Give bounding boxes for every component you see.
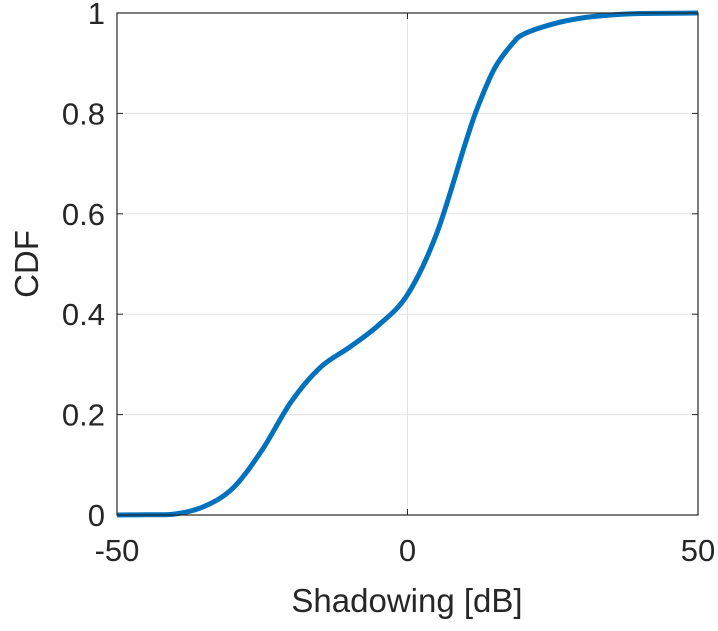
ticks: 00.20.40.60.81-50 0 50 bbox=[62, 0, 715, 568]
y-axis-label: CDF bbox=[8, 230, 45, 298]
y-tick-label: 0.4 bbox=[62, 297, 105, 332]
cdf-line bbox=[116, 10, 699, 518]
series-layer bbox=[116, 10, 699, 518]
y-tick-label: 0.8 bbox=[62, 96, 105, 131]
grid bbox=[116, 12, 699, 516]
y-tick-label: 0.2 bbox=[62, 398, 105, 433]
x-tick-label: 0 bbox=[399, 533, 416, 568]
y-tick-label: 0 bbox=[88, 498, 105, 533]
x-axis-label: Shadowing [dB] bbox=[291, 582, 522, 619]
y-tick-label: 0.6 bbox=[62, 197, 105, 232]
y-tick-label: 1 bbox=[88, 0, 105, 31]
x-tick-label: -50 bbox=[95, 533, 140, 568]
x-tick-label: 50 bbox=[681, 533, 715, 568]
